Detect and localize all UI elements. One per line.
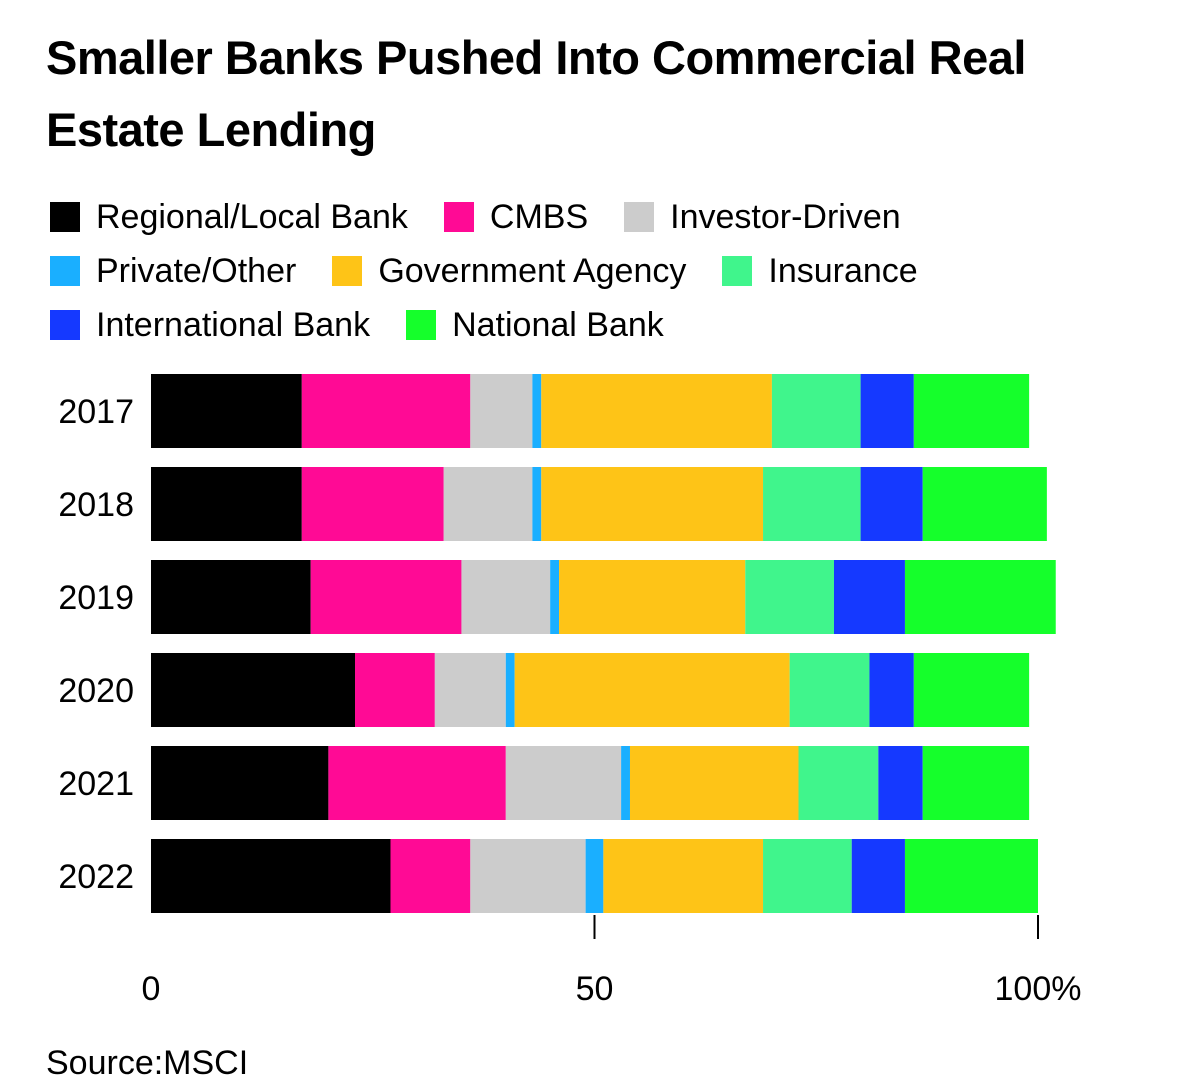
bar-segment bbox=[470, 374, 533, 448]
bar-segment bbox=[461, 560, 551, 634]
bar-segment bbox=[151, 653, 356, 727]
bar-segment bbox=[585, 839, 604, 913]
bar-segment bbox=[833, 560, 905, 634]
bar-segment bbox=[851, 839, 905, 913]
bar-segment bbox=[505, 746, 622, 820]
bar-segment bbox=[328, 746, 506, 820]
legend-swatch bbox=[443, 202, 474, 232]
bar-segment bbox=[514, 653, 790, 727]
bar-segment bbox=[621, 746, 630, 820]
source-note: Source:MSCI bbox=[46, 1044, 249, 1082]
legend-label: Insurance bbox=[768, 251, 918, 290]
legend-label: Regional/Local Bank bbox=[96, 197, 408, 236]
legend-label: National Bank bbox=[452, 305, 664, 344]
y-tick-label: 2020 bbox=[58, 672, 134, 710]
bar-segment bbox=[355, 653, 435, 727]
bar-segment bbox=[603, 839, 764, 913]
bar-segment bbox=[532, 467, 542, 541]
bar-segment bbox=[151, 746, 329, 820]
legend-item-private-other: Private/Other bbox=[50, 252, 296, 291]
bar-segment bbox=[763, 467, 861, 541]
bar-segment bbox=[541, 374, 772, 448]
chart-title: Smaller Banks Pushed Into Commercial Rea… bbox=[46, 31, 1026, 156]
bar-segment bbox=[470, 839, 586, 913]
bar-segment bbox=[771, 374, 861, 448]
bar-segment bbox=[789, 653, 870, 727]
legend-swatch bbox=[50, 256, 80, 286]
bar-segment bbox=[922, 746, 1030, 820]
bar-segment bbox=[151, 467, 302, 541]
bar-segment bbox=[913, 374, 1030, 448]
bar-segment bbox=[878, 746, 923, 820]
bar-segment bbox=[151, 839, 391, 913]
bar-segment bbox=[904, 560, 1056, 634]
bar-segment bbox=[745, 560, 834, 634]
bar-segment bbox=[541, 467, 764, 541]
legend-swatch bbox=[50, 310, 80, 340]
legend-swatch bbox=[722, 256, 753, 286]
legend-row: Regional/Local Bank CMBS Investor-Driven bbox=[50, 190, 1150, 244]
bar-segment bbox=[559, 560, 746, 634]
bar-segment bbox=[301, 467, 444, 541]
legend-label: International Bank bbox=[96, 305, 371, 344]
bar-segment bbox=[505, 653, 515, 727]
legend-swatch bbox=[406, 310, 437, 340]
legend-item-national-bank: National Bank bbox=[406, 306, 664, 345]
bar-segment bbox=[798, 746, 879, 820]
x-tick-label: 100% bbox=[995, 970, 1082, 1008]
legend-item-insurance: Insurance bbox=[722, 251, 918, 291]
y-tick-label: 2018 bbox=[58, 486, 134, 524]
bar-segment bbox=[532, 374, 542, 448]
bar-segment bbox=[860, 467, 923, 541]
bar-segment bbox=[301, 374, 471, 448]
bar-segment bbox=[922, 467, 1047, 541]
bar-segment bbox=[443, 467, 533, 541]
legend-item-cmbs: CMBS bbox=[443, 197, 589, 237]
bar-segment bbox=[904, 839, 1038, 913]
legend-item-investor-driven: Investor-Driven bbox=[624, 198, 901, 237]
x-tick-label: 0 bbox=[142, 970, 161, 1008]
y-tick-label: 2021 bbox=[58, 765, 134, 803]
bar-segment bbox=[310, 560, 462, 634]
bar-segment bbox=[869, 653, 914, 727]
legend-row: International Bank National Bank bbox=[50, 298, 1150, 352]
legend-swatch bbox=[624, 202, 655, 232]
bar-segment bbox=[860, 374, 914, 448]
legend-label: CMBS bbox=[489, 197, 589, 236]
y-tick-label: 2019 bbox=[58, 579, 134, 617]
y-tick-label: 2022 bbox=[58, 858, 134, 896]
y-tick-label: 2017 bbox=[58, 393, 134, 431]
bar-segment bbox=[913, 653, 1030, 727]
legend-label: Government Agency bbox=[378, 251, 687, 290]
legend-item-government-agency: Government Agency bbox=[332, 252, 686, 291]
legend-row: Private/Other Government Agency Insuranc… bbox=[50, 244, 1150, 298]
legend-swatch bbox=[332, 256, 363, 286]
stacked-bar-chart: 2017 2018 2019 2020 2021 2022 0 50 100% bbox=[58, 374, 1082, 1008]
bar-segment bbox=[390, 839, 471, 913]
legend-label: Private/Other bbox=[96, 251, 297, 290]
bar-segment bbox=[629, 746, 799, 820]
legend-item-international-bank: International Bank bbox=[50, 306, 370, 345]
bar-segment bbox=[151, 374, 302, 448]
legend: Regional/Local Bank CMBS Investor-Driven… bbox=[50, 190, 1150, 352]
bar-segment bbox=[550, 560, 560, 634]
legend-item-regional-local-bank: Regional/Local Bank bbox=[50, 198, 408, 237]
bar-segment bbox=[151, 560, 311, 634]
x-tick-label: 50 bbox=[576, 970, 614, 1008]
bar-segment bbox=[434, 653, 506, 727]
bar-segment bbox=[763, 839, 852, 913]
legend-swatch bbox=[50, 202, 80, 232]
legend-label: Investor-Driven bbox=[670, 197, 901, 236]
